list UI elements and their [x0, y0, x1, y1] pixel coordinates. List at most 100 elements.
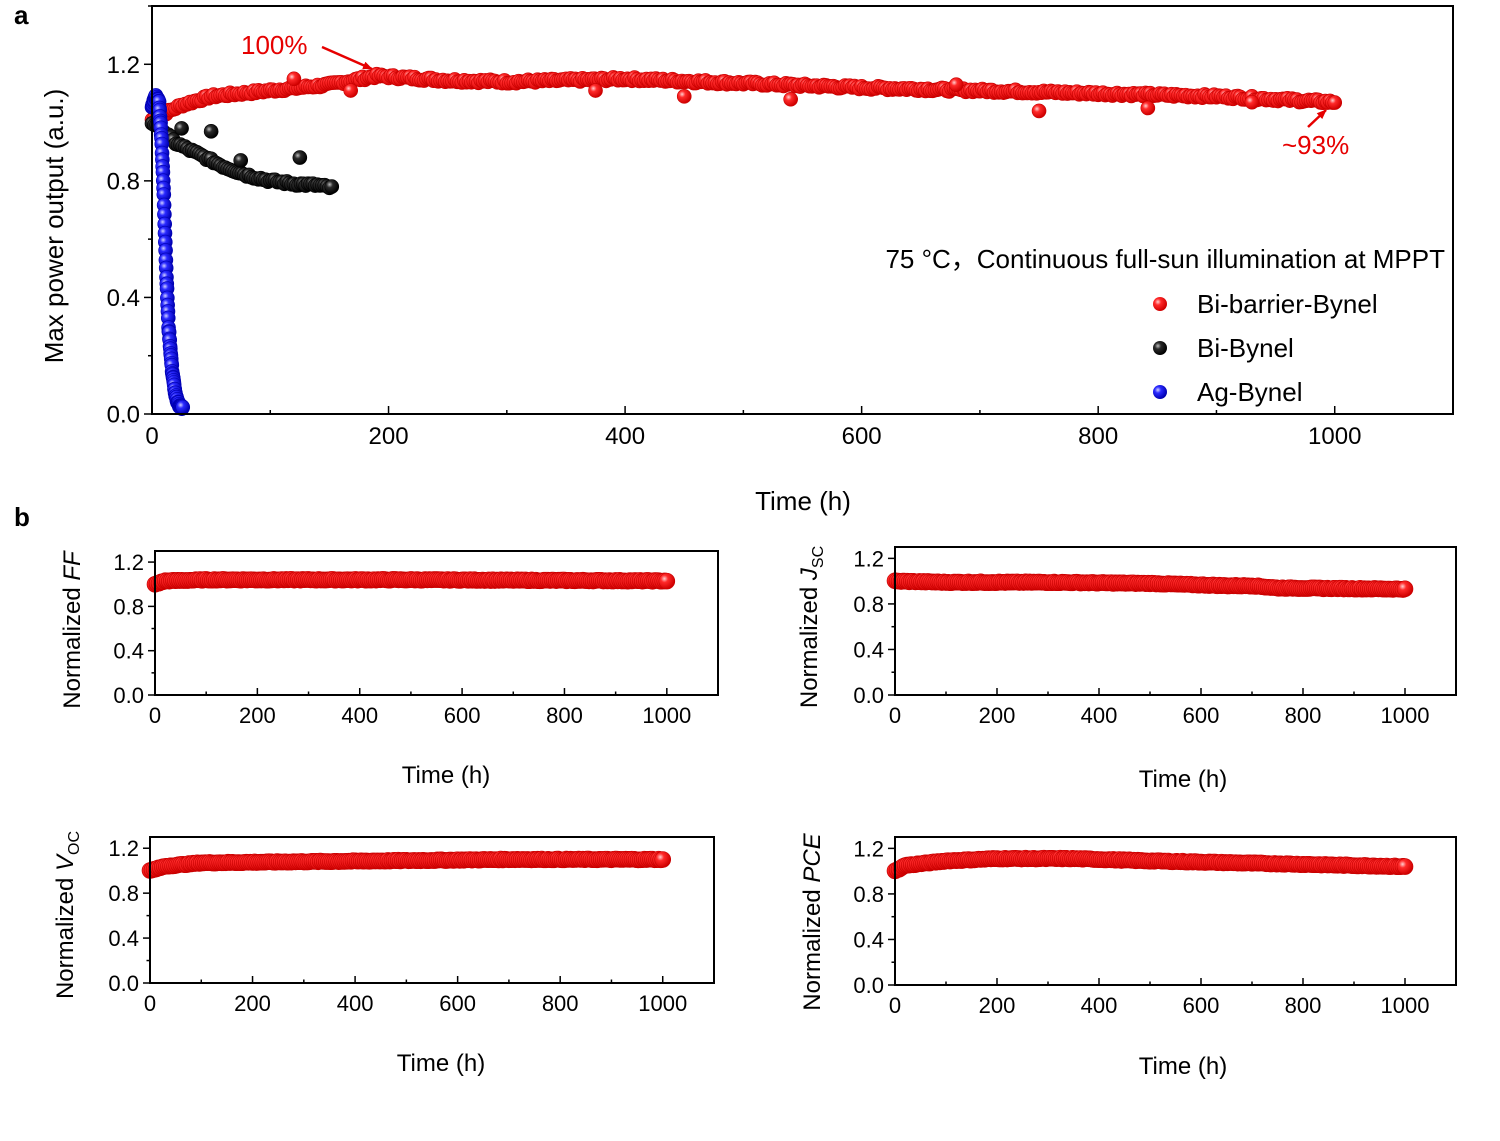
x-tick-label: 1000 [1381, 993, 1430, 1018]
x-tick-label: 1000 [1308, 423, 1361, 450]
x-tick-label: 0 [889, 703, 901, 728]
panel-b3-markers [141, 850, 672, 879]
x-tick-label: 200 [979, 703, 1016, 728]
panel-a-xlabel: Time (h) [755, 486, 851, 516]
x-tick-label: 600 [842, 423, 882, 450]
marker-bi-bynel-outlier [292, 150, 308, 165]
x-tick-label: 0 [145, 423, 158, 450]
x-tick-label: 600 [1183, 993, 1220, 1018]
panel-b1-xticks: 0 200 400 600 800 1000 [149, 688, 719, 728]
panel-b4-markers [886, 849, 1414, 880]
y-tick-label: 1.2 [108, 836, 139, 861]
panel-b2-frame [894, 546, 1457, 696]
panel-a-markers [144, 66, 1343, 417]
y-tick-label: 0.4 [108, 926, 139, 951]
panel-b4: 0 200 400 600 800 1000 0.00.40.81.2 Time (h) … [799, 832, 1457, 1080]
panel-b1-frame [154, 550, 719, 696]
x-tick-label: 400 [1081, 993, 1118, 1018]
y-tick-label: 0.0 [853, 973, 884, 998]
marker-ff [658, 572, 676, 590]
panel-label-a: a [14, 0, 29, 30]
y-tick-label: 0.0 [107, 402, 140, 429]
y-tick-label: 0.0 [113, 683, 144, 708]
panel-a-frame [151, 5, 1454, 415]
x-tick-label: 600 [444, 703, 481, 728]
panel-b2-yticks: 0.0 0.4 0.8 1.2 [853, 546, 895, 708]
y-tick-label: 0.0 [108, 971, 139, 996]
panel-b3-xlabel: Time (h) [397, 1050, 485, 1077]
x-tick-label: 600 [1183, 703, 1220, 728]
annotation-93-percent: ~93% [1282, 130, 1349, 160]
y-tick-label: 0.8 [113, 594, 144, 619]
y-tick-label: 0.4 [853, 927, 884, 952]
marker-bi-barrier-bynel-outlier [948, 77, 964, 92]
legend-marker-bi-bynel [1153, 341, 1167, 355]
panel-a-legend: Bi-barrier-Bynel Bi-Bynel Ag-Bynel [1153, 289, 1378, 407]
panel-a: 0 200 400 600 800 1000 0.00.40.81.2 Time (h) … [39, 5, 1454, 516]
marker-bi-barrier-bynel-outlier [286, 71, 302, 87]
legend-marker-bi-barrier-bynel [1153, 297, 1167, 311]
legend-label-bi-bynel: Bi-Bynel [1197, 333, 1294, 363]
marker-bi-bynel [324, 179, 340, 194]
panel-b1: 0 200 400 600 800 1000 0.00.40.81.2 Time (h) … [59, 550, 719, 789]
marker-bi-barrier-bynel-outlier [343, 83, 358, 98]
marker-pce [1396, 858, 1414, 875]
panel-b1-yticks: 0.0 0.4 0.8 1.2 [113, 550, 155, 708]
legend-label-ag-bynel: Ag-Bynel [1197, 377, 1303, 407]
x-tick-label: 400 [341, 703, 378, 728]
annotation-93-percent-arrow [1307, 109, 1327, 128]
y-tick-label: 0.8 [108, 881, 139, 906]
panel-a-xticks: 0 200 400 600 800 1000 [145, 406, 1454, 450]
x-tick-label: 0 [149, 703, 161, 728]
marker-bi-bynel-outlier [174, 121, 189, 136]
panel-b1-ylabel: Normalized FF [59, 550, 86, 709]
y-tick-label: 1.2 [113, 550, 144, 575]
panel-b2: 0 200 400 600 800 1000 0.00.40.81.2 Time (h) … [796, 546, 1457, 793]
panel-a-condition-text: 75 °C，Continuous full-sun illumination a… [885, 244, 1445, 274]
panel-b3: 0 200 400 600 800 1000 0.00.40.81.2 Time (h) … [52, 831, 715, 1077]
y-tick-label: 0.8 [107, 168, 140, 195]
y-tick-label: 0.4 [853, 637, 884, 662]
panel-a-ylabel: Max power output (a.u.) [39, 89, 69, 364]
panel-a-yticks: 0.0 0.4 0.8 1.2 [107, 5, 152, 429]
x-tick-label: 600 [439, 991, 476, 1016]
x-tick-label: 800 [1078, 423, 1118, 450]
panel-b3-yticks: 0.0 0.4 0.8 1.2 [108, 836, 150, 996]
marker-bi-barrier-bynel-outlier [588, 83, 603, 98]
panel-b4-yticks: 0.0 0.4 0.8 1.2 [853, 836, 895, 998]
marker-bi-barrier-bynel-outlier [676, 89, 692, 104]
panel-b3-ylabel: Normalized VOC [52, 831, 83, 999]
y-tick-label: 1.2 [853, 546, 884, 571]
y-tick-label: 0.4 [107, 285, 140, 312]
y-tick-label: 1.2 [853, 836, 884, 861]
x-tick-label: 1000 [638, 991, 687, 1016]
x-tick-label: 0 [144, 991, 156, 1016]
y-tick-label: 0.8 [853, 592, 884, 617]
x-tick-label: 800 [1285, 993, 1322, 1018]
x-tick-label: 400 [605, 423, 645, 450]
x-tick-label: 800 [542, 991, 579, 1016]
marker-bi-barrier-bynel-outlier [783, 91, 798, 107]
x-tick-label: 1000 [642, 703, 691, 728]
panel-label-b: b [14, 502, 30, 532]
panel-b2-xticks: 0 200 400 600 800 1000 [889, 688, 1457, 728]
x-tick-label: 0 [889, 993, 901, 1018]
marker-ag-bynel [175, 399, 191, 415]
marker-bi-barrier-bynel-outlier [1031, 103, 1047, 119]
marker-bi-barrier-bynel [1327, 95, 1343, 110]
marker-bi-barrier-bynel-outlier [1140, 100, 1156, 116]
panel-b1-markers [146, 571, 676, 593]
panel-b3-xticks: 0 200 400 600 800 1000 [144, 976, 715, 1016]
marker-bi-barrier-bynel-outlier [1244, 94, 1260, 110]
panel-b2-markers [886, 572, 1414, 598]
marker-bi-bynel-outlier [233, 153, 249, 168]
panel-b3-frame [149, 836, 715, 984]
marker-bi-bynel-outlier [203, 124, 219, 139]
x-tick-label: 800 [1285, 703, 1322, 728]
annotation-100-percent-arrow [321, 45, 373, 71]
x-tick-label: 200 [234, 991, 271, 1016]
x-tick-label: 200 [239, 703, 276, 728]
y-tick-label: 0.4 [113, 639, 144, 664]
annotation-100-percent: 100% [241, 30, 308, 60]
